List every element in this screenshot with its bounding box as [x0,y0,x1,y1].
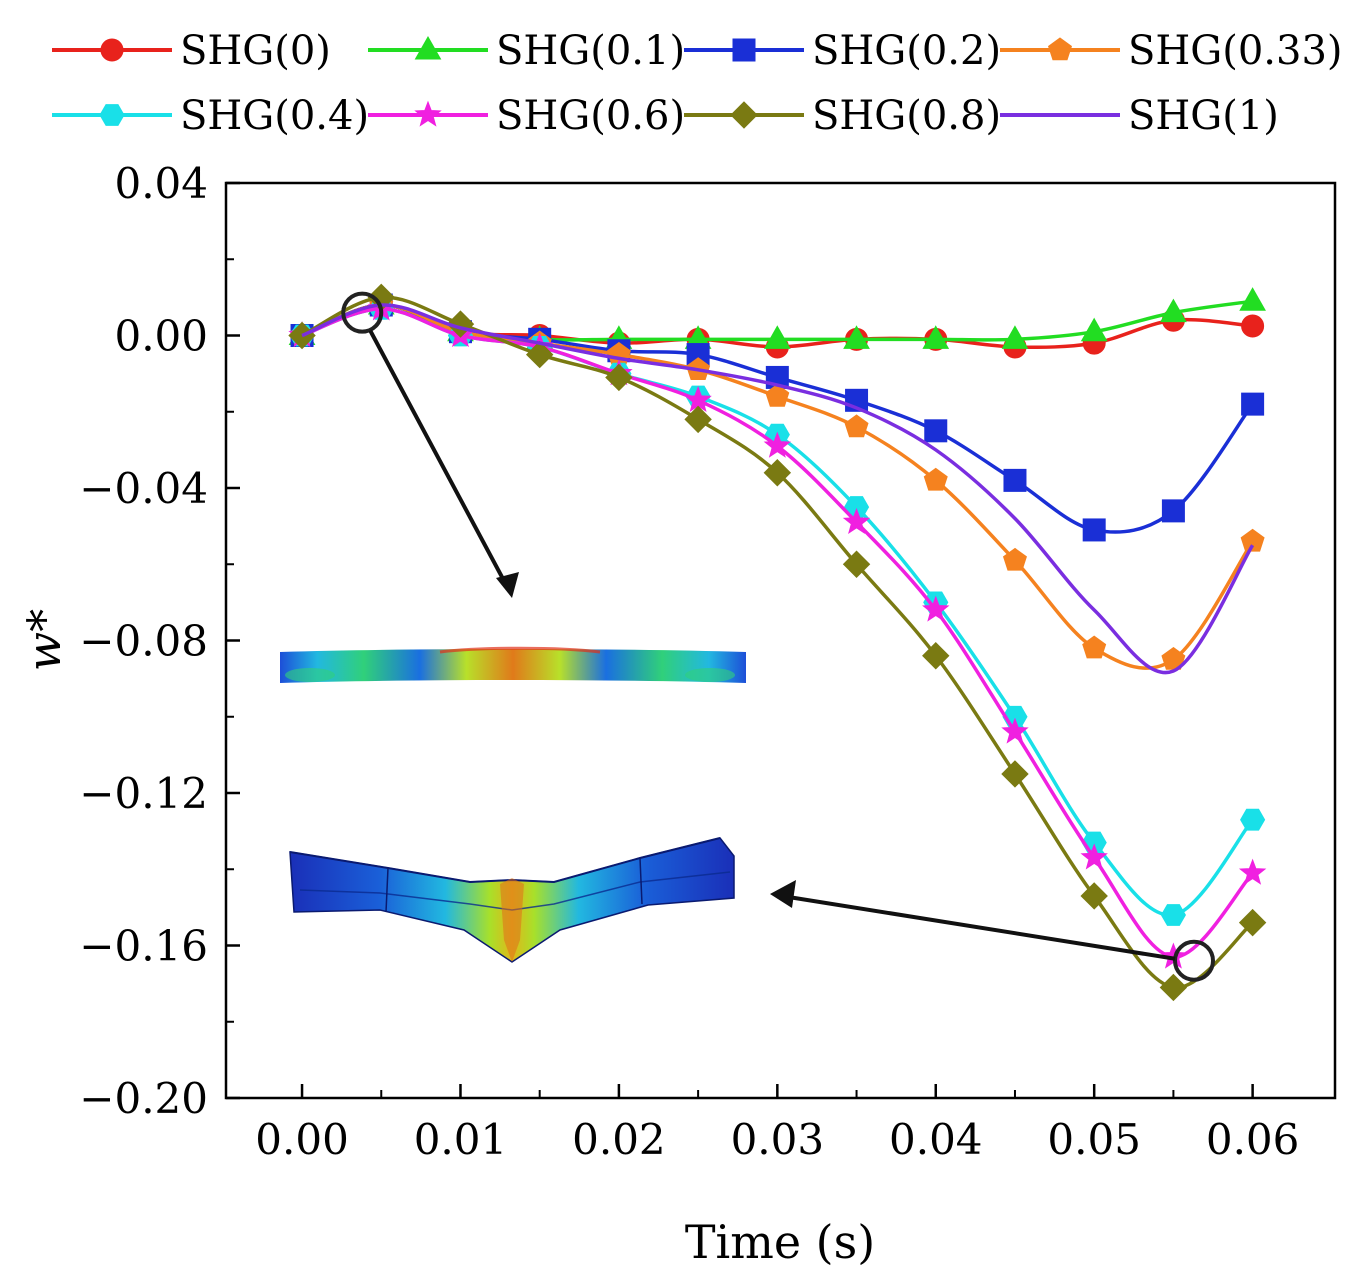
y-axis-title: w* [17,609,71,671]
legend-label: SHG(1) [1128,93,1279,139]
series-line-shg-1 [301,303,1255,675]
data-point-shg-0-2 [1082,518,1106,542]
data-point-shg-0-33 [765,383,790,407]
y-axis: 0.04 0.00 −0.04 −0.08 −0.12 −0.16 −0.20 [79,159,240,1123]
x-tick-label: 0.05 [1047,1115,1141,1164]
callout-bottom [770,880,1215,982]
data-point-shg-0-2 [1241,392,1265,416]
data-point-shg-0-33 [1002,547,1027,571]
series-shg-1 [301,303,1255,675]
data-point-shg-0-6 [1001,717,1029,744]
y-tick-label: 0.04 [114,159,208,208]
legend-item-shg-0-6: SHG(0.6) [368,93,685,139]
legend-marker [730,101,758,129]
legend-item-shg-0-2: SHG(0.2) [684,28,1001,74]
data-point-shg-0-1 [1160,298,1187,323]
data-point-shg-0-8 [525,340,554,369]
data-point-shg-0-6 [1080,843,1108,870]
series-shg-0-8 [288,283,1267,1002]
data-point-shg-0-4 [1160,904,1186,926]
data-point-shg-0-6 [922,595,950,622]
data-point-shg-0-1 [1080,317,1108,342]
data-point-shg-0-33 [1082,635,1107,659]
data-point-shg-0-2 [1161,499,1185,523]
legend-item-shg-1: SHG(1) [1000,93,1279,139]
data-point-shg-0-2 [924,419,948,443]
callout-top-arrowhead [496,572,519,598]
legend-label: SHG(0.4) [180,93,369,139]
legend-item-shg-0: SHG(0) [52,28,331,74]
callout-top-circle [341,291,384,334]
x-tick-label: 0.00 [255,1115,349,1164]
legend-marker [732,38,756,62]
data-point-shg-0-8 [605,363,633,392]
series-line-shg-0-33 [301,303,1255,670]
x-tick-label: 0.03 [731,1115,825,1164]
data-point-shg-0-6 [763,431,792,458]
legend-marker [414,35,442,60]
legend-marker [100,38,124,62]
legend-label: SHG(0.33) [1128,28,1343,74]
data-point-shg-0-8 [1159,973,1188,1002]
callout-bottom-circle [1172,939,1215,982]
y-tick-label: 0.00 [114,312,208,361]
data-point-shg-0-8 [922,642,950,670]
data-point-shg-0-1 [922,325,950,349]
data-point-shg-0-6 [1238,858,1267,885]
callout-top-arrow [368,329,512,593]
data-point-shg-0-2 [1003,468,1027,492]
legend-label: SHG(0) [180,28,331,74]
legend-item-shg-0-33: SHG(0.33) [1000,28,1343,74]
legend-label: SHG(0.6) [496,93,685,139]
data-point-shg-0-1 [763,325,791,349]
series-line-shg-0-6 [301,307,1254,959]
legend-item-shg-0-1: SHG(0.1) [368,28,685,74]
legend-label: SHG(0.1) [496,28,685,74]
data-point-shg-0-1 [1001,325,1029,349]
legend-item-shg-0-4: SHG(0.4) [52,93,369,139]
callout-bottom-arrow [775,893,1176,961]
data-point-shg-0-8 [1001,760,1029,788]
callout-bottom-arrowhead [770,880,796,908]
data-point-shg-0-1 [1239,287,1266,311]
data-point-shg-0-8 [763,459,792,487]
y-tick-label: −0.04 [79,464,208,513]
legend-marker [1047,37,1073,61]
x-axis-title: Time (s) [685,1215,875,1269]
x-tick-label: 0.06 [1206,1115,1300,1164]
data-point-shg-0-8 [842,550,871,578]
data-point-shg-0-4 [1240,808,1266,831]
y-tick-label: −0.08 [79,617,208,666]
x-axis: 0.00 0.01 0.02 0.03 0.04 0.05 0.06 [255,1084,1299,1164]
legend: SHG(0) SHG(0.1) SHG(0.2) SHG(0.33) SHG(0.4) S… [52,28,1343,139]
legend-label: SHG(0.8) [812,93,1001,139]
x-tick-label: 0.02 [572,1115,666,1164]
data-point-shg-0-8 [684,405,712,434]
legend-label: SHG(0.2) [812,28,1001,74]
callout-top [341,291,519,598]
y-tick-label: −0.20 [79,1074,208,1123]
legend-marker [99,104,125,126]
inset-top-contour [280,646,746,683]
data-point-shg-0-4 [843,496,870,518]
data-point-shg-0-1 [843,325,870,349]
data-point-shg-0-6 [842,507,871,534]
data-point-shg-0-8 [1238,908,1267,937]
inset-bottom-contour [289,837,735,963]
legend-marker [414,100,442,127]
data-point-shg-0 [1241,314,1265,338]
data-point-shg-0-33 [1240,528,1265,552]
legend-item-shg-0-8: SHG(0.8) [684,93,1001,139]
x-tick-label: 0.01 [414,1115,508,1164]
y-tick-label: −0.16 [79,922,208,971]
data-point-shg-0-33 [923,467,948,491]
data-point-shg-0-33 [844,414,869,438]
data-point-shg-0-8 [1080,882,1108,910]
y-tick-label: −0.12 [79,769,208,818]
x-tick-label: 0.04 [889,1115,983,1164]
